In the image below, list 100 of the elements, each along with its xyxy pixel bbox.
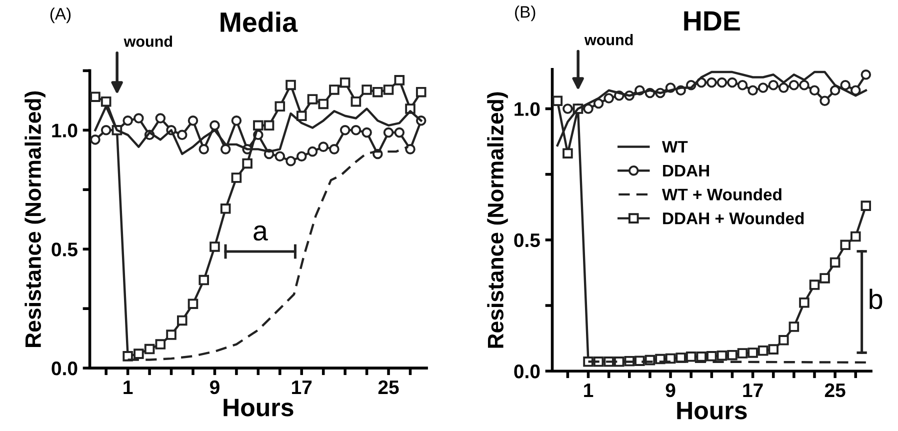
y-tick-label: 0.5: [52, 242, 78, 256]
chart-title: HDE: [684, 11, 740, 30]
point: [737, 348, 748, 358]
y-axis-title: Resistance (Normalized): [487, 92, 508, 348]
text: wound: [584, 34, 633, 46]
point: [220, 144, 231, 154]
point: [362, 127, 372, 138]
point: [840, 80, 850, 90]
point: [166, 330, 176, 340]
point: [706, 77, 717, 88]
point: [788, 80, 800, 90]
point: [405, 144, 416, 154]
point: [768, 80, 779, 90]
y-tick-label: 1.0: [514, 102, 540, 116]
point: [264, 120, 274, 131]
point: [122, 116, 133, 126]
point: [840, 240, 850, 250]
point: [716, 350, 728, 361]
point: [614, 356, 624, 367]
point: [416, 86, 426, 98]
x-tick-label: 9: [666, 383, 676, 398]
point: [329, 144, 340, 154]
point: [242, 158, 252, 169]
point: [90, 92, 100, 102]
point: [176, 315, 188, 326]
point: [809, 85, 820, 96]
point: [768, 344, 779, 354]
point: [318, 142, 328, 152]
point: [593, 98, 604, 109]
x-tick-label: 9: [210, 380, 220, 394]
point: [778, 82, 789, 93]
point: [350, 125, 362, 136]
point: [286, 156, 296, 166]
point: [188, 116, 198, 126]
point: [210, 242, 220, 252]
point: [90, 134, 100, 145]
point: [809, 280, 820, 290]
point: [860, 69, 872, 80]
legend-label: WT + Wounded: [662, 188, 782, 200]
point: [394, 127, 405, 138]
legend-label: DDAH: [663, 164, 709, 176]
point: [394, 75, 405, 86]
point: [686, 352, 696, 362]
point: [799, 297, 810, 308]
point: [296, 110, 307, 122]
point: [696, 352, 707, 362]
point: [231, 116, 242, 126]
point: [748, 348, 758, 358]
chart-title: Media: [220, 12, 298, 32]
point: [100, 125, 112, 136]
annotation: a: [254, 225, 268, 241]
point: [383, 84, 394, 95]
point: [706, 350, 717, 362]
point: [176, 130, 188, 140]
x-tick-label: 25: [378, 380, 399, 394]
point: [318, 98, 328, 110]
x-tick-label: 25: [824, 383, 846, 398]
point: [155, 113, 166, 124]
point: [830, 257, 840, 268]
point: [340, 77, 350, 88]
point: [307, 146, 318, 157]
point: [134, 113, 144, 124]
y-tick-label: 0.0: [514, 364, 540, 378]
point: [850, 231, 861, 242]
point: [329, 84, 340, 95]
point: [296, 151, 307, 162]
point: [562, 104, 573, 114]
point: [134, 348, 144, 359]
x-tick-label: 17: [743, 384, 763, 397]
legend-label: DDAH + Wounded: [663, 212, 804, 224]
x-tick-label: 17: [292, 380, 312, 394]
point: [350, 96, 362, 107]
point: [155, 339, 166, 350]
y-axis-title: Resistance (Normalized): [24, 91, 46, 347]
point: [188, 298, 198, 309]
point: [820, 273, 830, 284]
point: [198, 144, 210, 154]
point: [307, 94, 318, 104]
text: (A): [50, 8, 71, 24]
point: [737, 80, 748, 90]
point: [144, 344, 155, 354]
point: [383, 127, 394, 138]
point: [860, 200, 872, 211]
point: [778, 334, 789, 346]
point: [830, 85, 840, 96]
y-tick-label: 1.0: [52, 124, 78, 138]
point: [253, 120, 264, 131]
text: wound: [124, 36, 172, 47]
y-tick-label: 0.0: [52, 362, 78, 376]
y-tick-label: 0.5: [514, 233, 540, 248]
point: [100, 96, 112, 107]
point: [362, 84, 372, 95]
point: [286, 80, 296, 90]
point: [716, 77, 728, 88]
x-tick-label: 1: [584, 384, 594, 397]
point: [274, 101, 286, 112]
point: [727, 77, 738, 88]
legend-label: WT: [662, 141, 688, 153]
point: [820, 96, 830, 106]
point: [274, 151, 286, 162]
